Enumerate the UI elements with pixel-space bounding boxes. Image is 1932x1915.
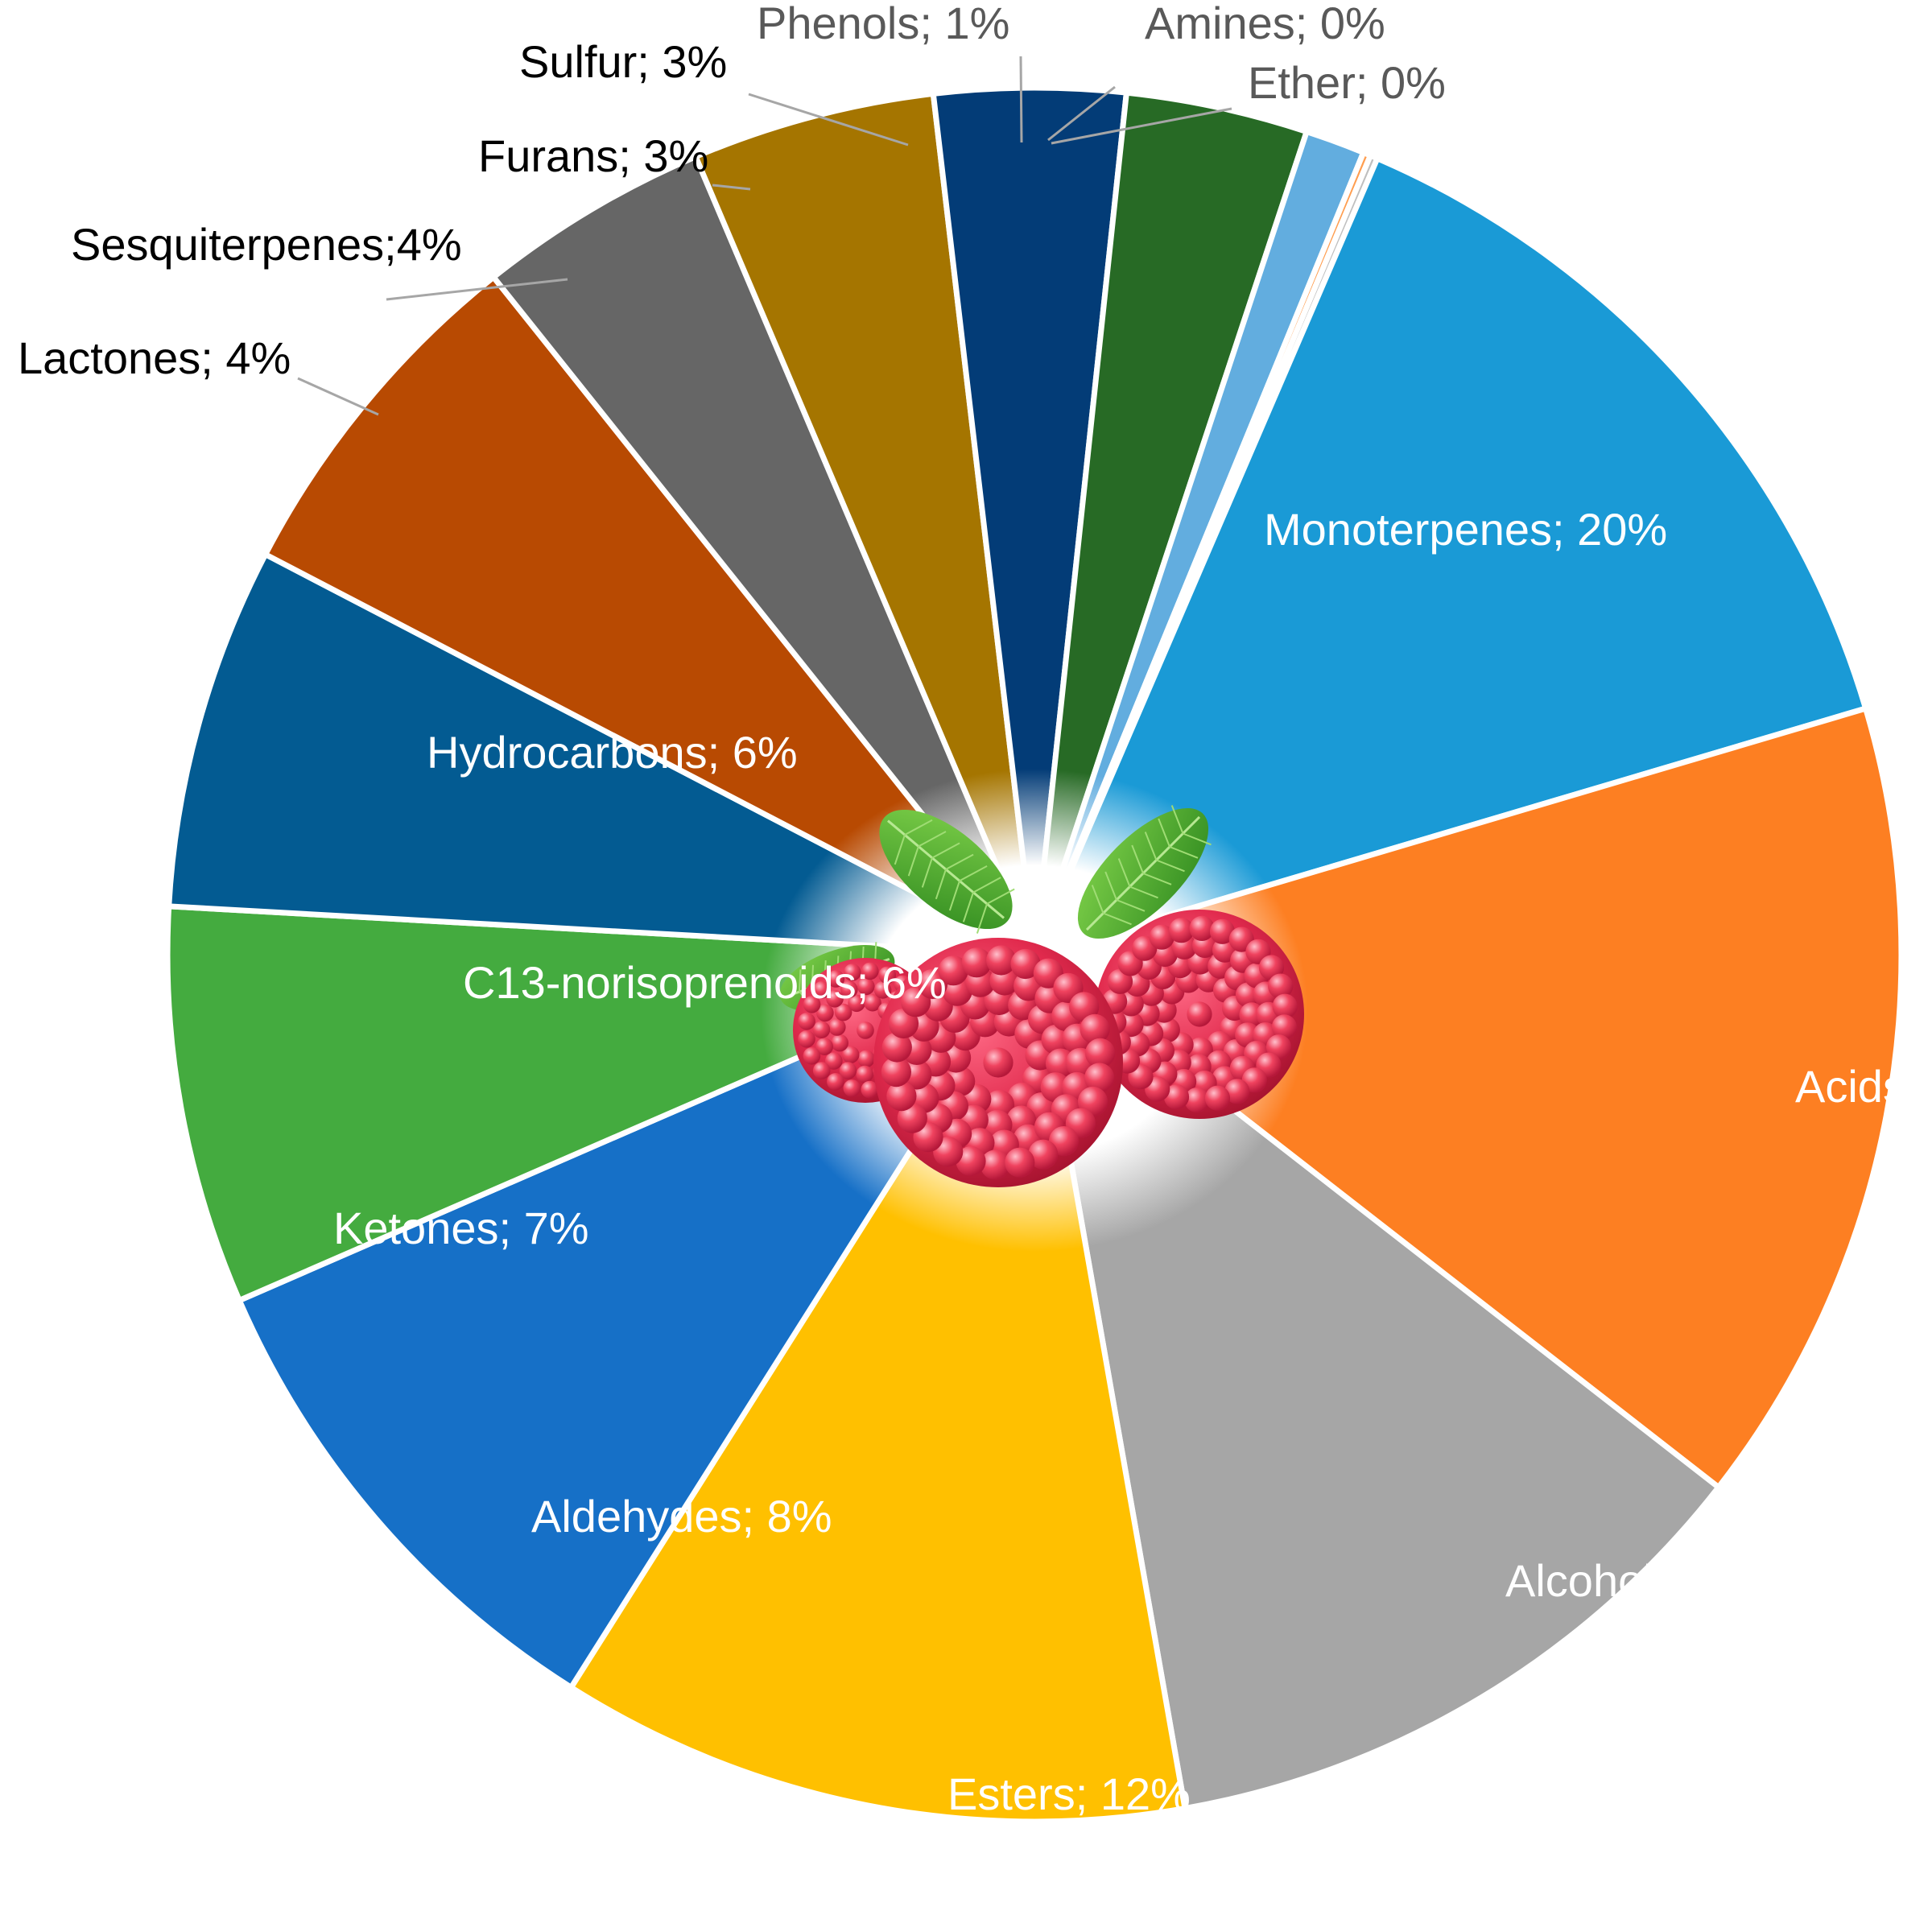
slice-hydrocarbons bbox=[262, 274, 1038, 958]
label-esters: Esters; 12% bbox=[947, 1768, 1191, 1819]
label-sesquiterpenes: Sesquiterpenes;4% bbox=[71, 219, 462, 270]
slice-labels: Monoterpenes; 20% Acids; 14% Alcohols; 12%… bbox=[18, 0, 1932, 1819]
label-aldehydes: Aldehydes; 8% bbox=[531, 1491, 832, 1541]
label-monoterpenes: Monoterpenes; 20% bbox=[1264, 504, 1667, 555]
leader-ether bbox=[1051, 107, 1232, 145]
slice-furans bbox=[930, 85, 1129, 958]
slice-sesquiterpenes bbox=[692, 90, 1038, 958]
leader-furans bbox=[712, 184, 751, 191]
raspberry-icon bbox=[793, 910, 1304, 1187]
label-sulfur: Sulfur; 3% bbox=[519, 36, 727, 87]
slice-ether bbox=[1031, 152, 1381, 958]
label-ketones: Ketones; 7% bbox=[333, 1203, 589, 1253]
label-lactones: Lactones; 4% bbox=[18, 332, 291, 383]
slice-lactones bbox=[490, 154, 1038, 958]
leader-lines bbox=[297, 56, 1232, 416]
label-acids: Acids; 14% bbox=[1795, 1061, 1932, 1112]
slice-c13-norisoprenoids bbox=[166, 551, 1038, 958]
leader-lactones bbox=[297, 377, 379, 416]
label-amines: Amines; 0% bbox=[1145, 0, 1385, 48]
leader-sesquiterpenes bbox=[386, 278, 568, 301]
leader-phenols bbox=[1019, 56, 1023, 143]
leader-sulfur bbox=[748, 93, 909, 147]
slice-sulfur bbox=[1031, 89, 1310, 958]
label-phenols: Phenols; 1% bbox=[757, 0, 1009, 48]
raspberry-image bbox=[761, 769, 1308, 1252]
label-ether: Ether; 0% bbox=[1248, 57, 1446, 108]
leader-amines bbox=[1047, 85, 1116, 142]
label-c13-norisoprenoids: C13-norisoprenoids; 6% bbox=[463, 957, 947, 1008]
label-furans: Furans; 3% bbox=[478, 130, 708, 181]
label-hydrocarbons: Hydrocarbons; 6% bbox=[427, 727, 798, 778]
label-alcohols: Alcohols; 12% bbox=[1505, 1555, 1791, 1606]
